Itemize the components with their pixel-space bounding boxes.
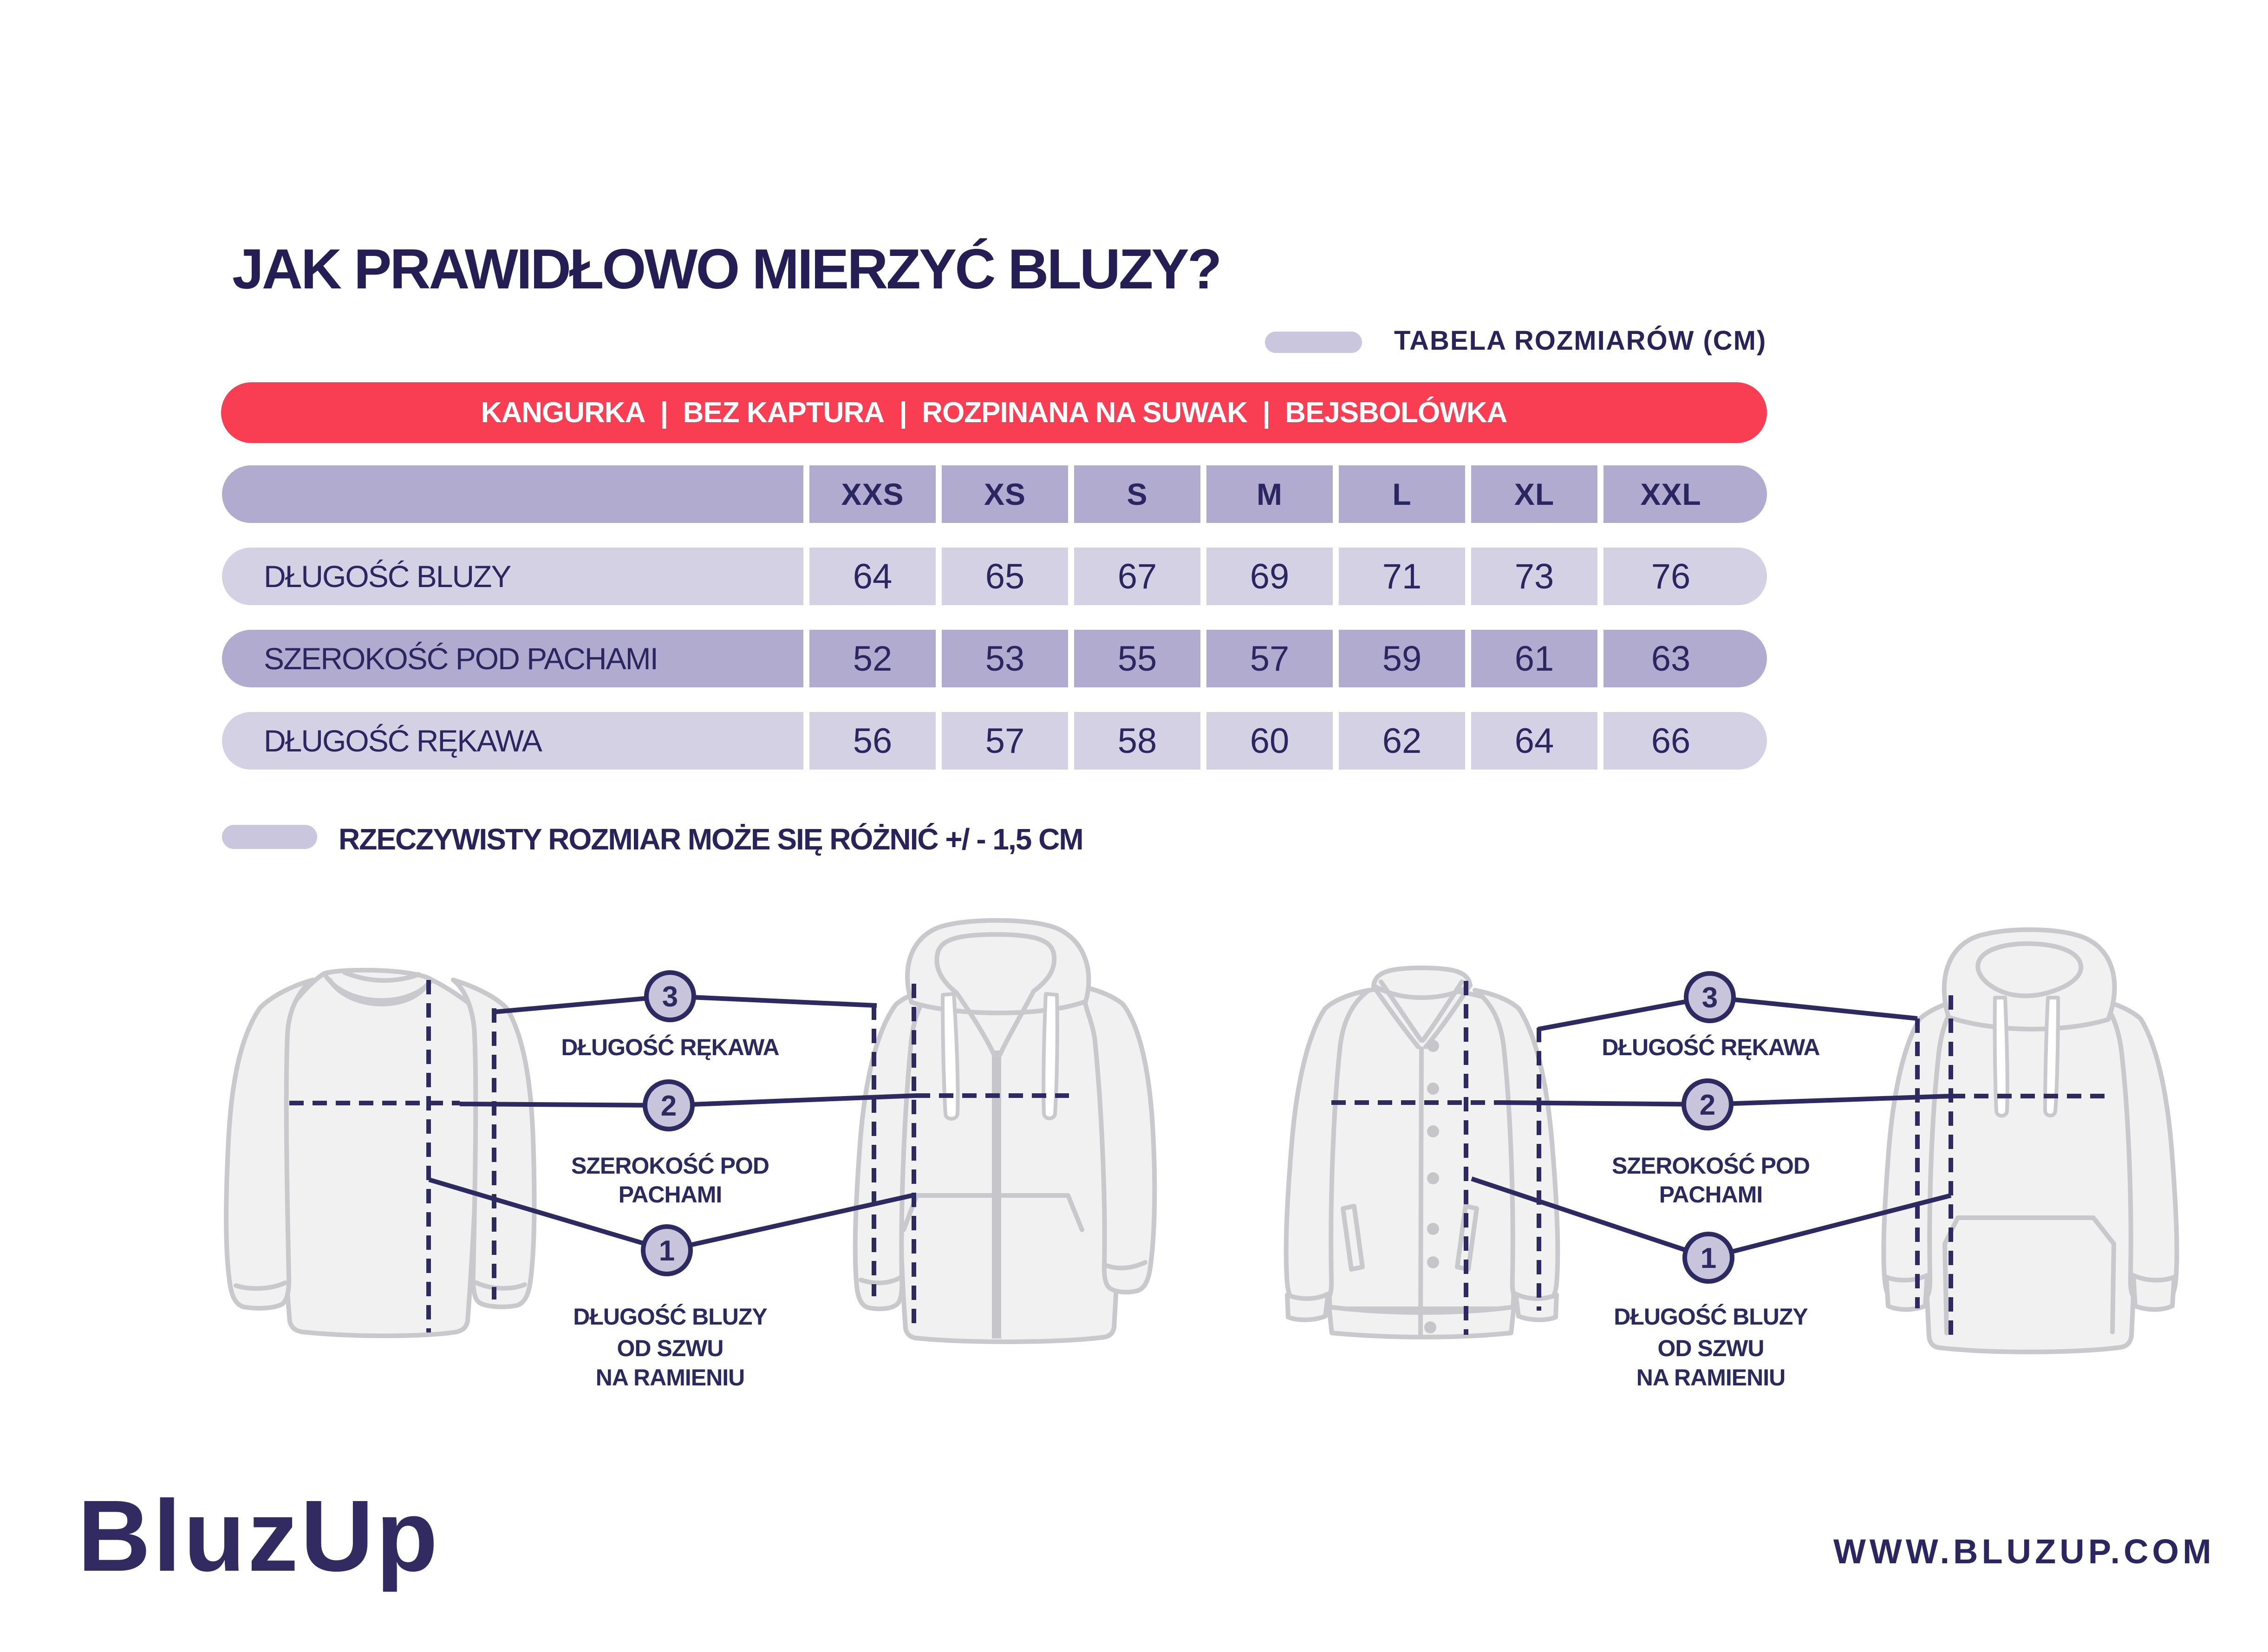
svg-text:1: 1	[1701, 1242, 1716, 1274]
svg-text:OD SZWU: OD SZWU	[1657, 1335, 1764, 1361]
svg-text:2: 2	[1700, 1089, 1715, 1121]
svg-text:PACHAMI: PACHAMI	[619, 1182, 722, 1208]
svg-text:3: 3	[662, 981, 678, 1013]
svg-text:DŁUGOŚĆ RĘKAWA: DŁUGOŚĆ RĘKAWA	[561, 1034, 779, 1060]
svg-text:DŁUGOŚĆ BLUZY: DŁUGOŚĆ BLUZY	[573, 1304, 767, 1330]
svg-text:OD SZWU: OD SZWU	[617, 1335, 723, 1361]
svg-text:DŁUGOŚĆ RĘKAWA: DŁUGOŚĆ RĘKAWA	[1602, 1034, 1819, 1060]
svg-text:2: 2	[661, 1090, 677, 1122]
svg-text:NA RAMIENIU: NA RAMIENIU	[596, 1365, 744, 1391]
svg-text:1: 1	[659, 1235, 675, 1267]
svg-text:SZEROKOŚĆ POD: SZEROKOŚĆ POD	[1612, 1153, 1810, 1179]
svg-text:SZEROKOŚĆ POD: SZEROKOŚĆ POD	[571, 1153, 769, 1179]
svg-text:DŁUGOŚĆ BLUZY: DŁUGOŚĆ BLUZY	[1614, 1304, 1808, 1330]
svg-text:NA RAMIENIU: NA RAMIENIU	[1636, 1365, 1785, 1391]
svg-text:3: 3	[1702, 982, 1718, 1014]
svg-text:PACHAMI: PACHAMI	[1659, 1182, 1763, 1208]
